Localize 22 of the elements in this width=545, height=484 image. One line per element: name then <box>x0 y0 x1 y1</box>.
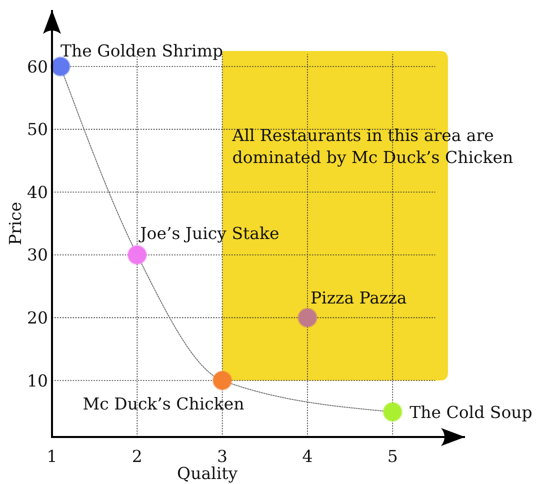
x-tick-label: 5 <box>387 447 398 466</box>
y-tick-label: 40 <box>27 182 48 202</box>
y-tick-label: 20 <box>27 308 48 328</box>
point <box>382 402 403 422</box>
x-tick-label: 4 <box>302 447 313 466</box>
x-axis-title: Quality <box>177 464 238 483</box>
y-tick-label: 60 <box>27 57 48 76</box>
y-tick-label: 50 <box>27 120 48 140</box>
point <box>212 370 232 390</box>
series-label: Pizza Pazza <box>310 288 407 308</box>
y-tick-label: 10 <box>27 371 48 390</box>
x-tick-label: 3 <box>217 447 228 466</box>
y-tick-label: 30 <box>27 246 48 265</box>
point <box>50 56 71 77</box>
series-label: Mc Duck’s Chicken <box>82 394 245 414</box>
series-label: The Cold Soup <box>410 402 532 422</box>
point <box>297 308 318 328</box>
x-tick-label: 2 <box>132 447 142 466</box>
point <box>127 244 148 265</box>
series-label: The Golden Shrimp <box>60 42 224 61</box>
x-tick-label: 1 <box>46 447 58 466</box>
y-axis-title: Price <box>6 202 25 246</box>
